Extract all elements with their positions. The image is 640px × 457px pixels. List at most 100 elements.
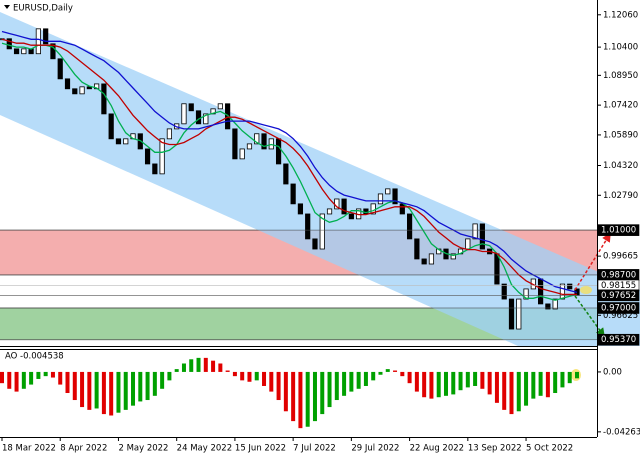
candle <box>494 253 500 285</box>
ao-bar <box>371 371 376 381</box>
y-tick-label: 1.04320 <box>603 161 638 171</box>
candle <box>319 213 325 250</box>
price-box <box>597 333 640 346</box>
ao-bar <box>181 363 186 372</box>
candle <box>72 88 78 95</box>
ao-bar <box>436 371 441 398</box>
price-box <box>597 224 640 236</box>
ao-bar <box>509 371 514 415</box>
candle <box>523 288 529 300</box>
chart-title: EURUSD,Daily <box>13 4 73 14</box>
candle <box>101 83 107 115</box>
ao-bar <box>109 371 114 416</box>
y-tick-label: 1.05890 <box>603 130 638 140</box>
ao-bar <box>218 363 223 372</box>
candle <box>428 253 435 265</box>
ao-bar <box>538 371 543 396</box>
ao-bar <box>65 371 70 394</box>
candle <box>181 103 187 125</box>
price-box <box>597 302 640 314</box>
candle <box>166 128 173 140</box>
ao-bar <box>203 357 208 372</box>
candle <box>13 48 20 55</box>
ao-bar <box>283 371 288 412</box>
x-tick-label: 5 Oct 2022 <box>526 444 573 454</box>
candle <box>421 258 427 265</box>
ao-bar <box>58 371 63 385</box>
candle <box>414 238 420 260</box>
candle <box>305 213 311 240</box>
ao-bar <box>87 371 92 410</box>
candle <box>567 283 573 290</box>
candle <box>246 143 253 150</box>
candle <box>450 253 456 260</box>
candle <box>239 148 245 160</box>
ao-bar <box>560 371 565 388</box>
y-tick-label: 1.08950 <box>603 71 638 81</box>
ao-bar <box>138 371 143 402</box>
ao-bar <box>72 371 77 401</box>
candle <box>545 303 551 310</box>
ao-bar <box>36 371 41 379</box>
candle <box>406 213 413 240</box>
candle <box>79 86 85 95</box>
candle <box>290 183 296 205</box>
x-tick-label: 2 May 2022 <box>118 444 168 454</box>
candle <box>144 148 151 165</box>
ao-bar <box>50 371 55 378</box>
x-tick-label: 15 Jun 2022 <box>235 444 286 454</box>
candle <box>50 43 56 60</box>
candle <box>232 128 238 160</box>
ao-bar <box>262 371 267 386</box>
candle <box>43 28 49 45</box>
down-arrow <box>574 295 605 338</box>
ao-bar <box>174 369 179 372</box>
candle <box>538 278 544 305</box>
moving-average <box>1 30 578 294</box>
candle <box>115 138 122 145</box>
moving-average <box>1 42 578 301</box>
ao-bar <box>429 371 434 399</box>
candle <box>341 198 347 215</box>
candle <box>254 133 260 145</box>
candle <box>57 58 63 80</box>
price-box-label: 0.97000 <box>601 304 636 314</box>
candle <box>86 86 92 90</box>
y-tick-label: 1.12060 <box>603 10 638 20</box>
candle <box>465 238 471 250</box>
candle <box>559 283 566 300</box>
ao-bar <box>225 370 230 372</box>
ao-bar <box>349 371 354 392</box>
ao-bar <box>232 371 237 377</box>
ao-bar <box>312 371 317 422</box>
ao-bar <box>211 360 216 372</box>
candle <box>479 223 485 250</box>
ao-bar <box>327 371 332 408</box>
ao-bar <box>196 357 201 372</box>
highlight <box>580 286 592 294</box>
candle <box>152 163 158 175</box>
candle <box>377 193 384 205</box>
candle <box>552 298 558 310</box>
moving-average <box>1 38 577 296</box>
main-panel <box>0 28 580 330</box>
candle <box>6 38 12 50</box>
ao-bar <box>458 371 463 391</box>
candle <box>195 110 202 125</box>
y-tick-label: -0.042635 <box>603 427 640 437</box>
price-box <box>597 289 640 302</box>
ao-bar <box>0 371 4 384</box>
candle <box>283 163 289 185</box>
ao-bar <box>298 371 303 429</box>
candle <box>472 223 478 240</box>
candle <box>312 238 318 250</box>
candle <box>508 298 515 330</box>
ao-bar <box>451 371 456 395</box>
candle <box>159 138 165 175</box>
candle <box>188 103 194 112</box>
ao-bar <box>240 371 245 381</box>
candle <box>326 208 333 215</box>
ao-bar <box>545 371 550 398</box>
candle <box>217 103 223 110</box>
